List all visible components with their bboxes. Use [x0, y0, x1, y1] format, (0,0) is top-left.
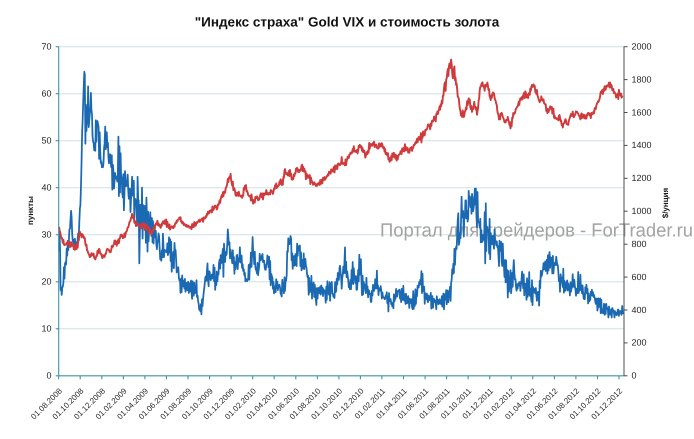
svg-text:"Индекс страха" Gold VIX и сто: "Индекс страха" Gold VIX и стоимость зол…: [195, 15, 500, 30]
svg-text:$/унция: $/унция: [661, 187, 670, 218]
svg-text:60: 60: [41, 89, 51, 99]
svg-text:40: 40: [41, 183, 51, 193]
svg-text:0: 0: [46, 371, 51, 381]
svg-text:50: 50: [41, 136, 51, 146]
svg-text:пункты: пункты: [26, 196, 35, 225]
svg-text:1400: 1400: [632, 140, 652, 150]
svg-text:0: 0: [632, 371, 637, 381]
svg-text:400: 400: [632, 305, 647, 315]
svg-text:200: 200: [632, 338, 647, 348]
svg-text:800: 800: [632, 239, 647, 249]
svg-text:10: 10: [41, 324, 51, 334]
svg-text:1600: 1600: [632, 107, 652, 117]
svg-text:70: 70: [41, 42, 51, 52]
svg-text:20: 20: [41, 277, 51, 287]
svg-text:1800: 1800: [632, 74, 652, 84]
svg-text:30: 30: [41, 230, 51, 240]
svg-text:1200: 1200: [632, 173, 652, 183]
svg-text:600: 600: [632, 272, 647, 282]
svg-text:1000: 1000: [632, 206, 652, 216]
svg-text:2000: 2000: [632, 42, 652, 52]
